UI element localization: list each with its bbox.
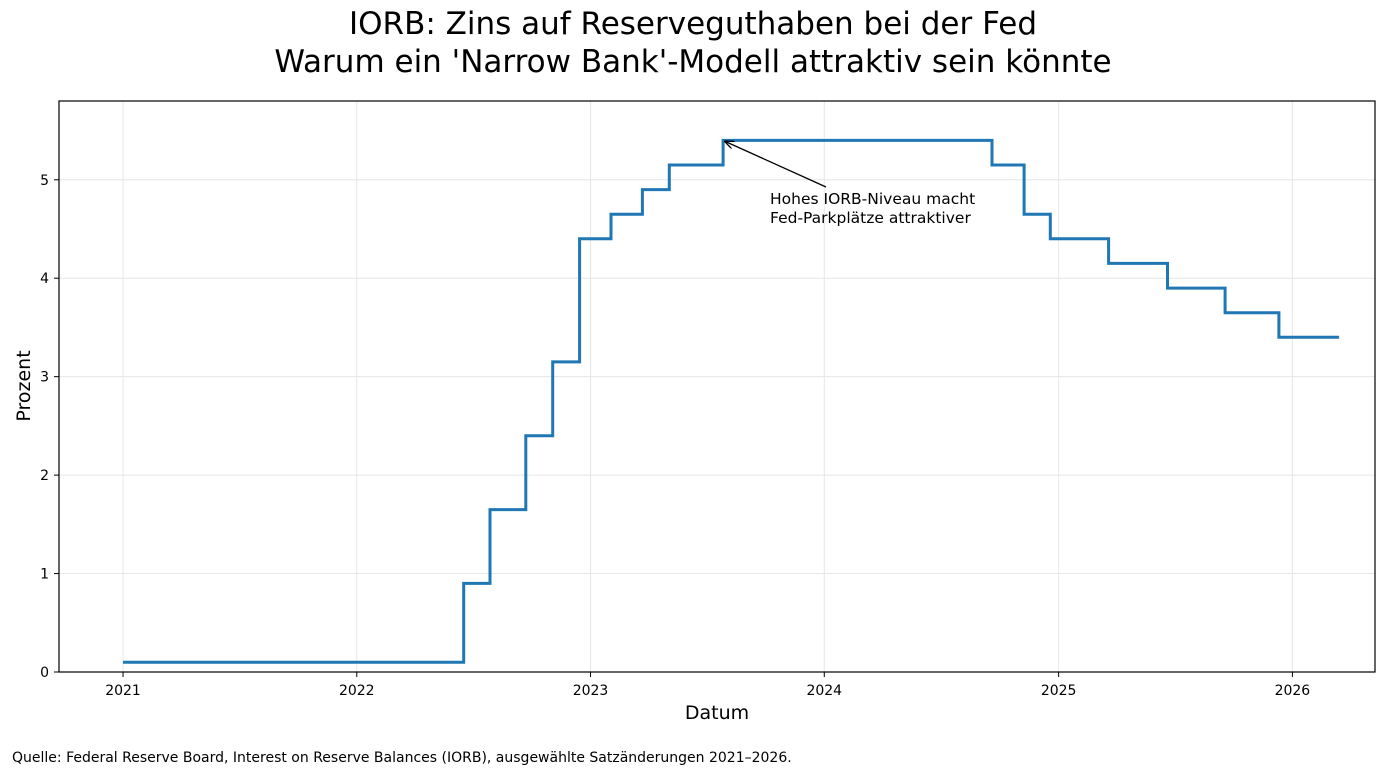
x-tick-label: 2026 bbox=[1275, 683, 1311, 699]
y-axis-label: Prozent bbox=[13, 350, 35, 421]
annotation-line: Fed-Parkplätze attraktiver bbox=[770, 209, 971, 227]
x-tick-label: 2025 bbox=[1041, 683, 1077, 699]
axis-ticks: 2021 2022 2023 2024 2025 2026 0 1 2 3 4 5 bbox=[40, 173, 1310, 699]
y-tick-label: 2 bbox=[40, 468, 49, 484]
x-tick-label: 2021 bbox=[105, 683, 141, 699]
source-note: Quelle: Federal Reserve Board, Interest … bbox=[12, 750, 792, 766]
chart-subtitle: Warum ein 'Narrow Bank'-Modell attraktiv… bbox=[274, 44, 1112, 80]
y-tick-label: 3 bbox=[40, 370, 49, 386]
x-tick-label: 2023 bbox=[573, 683, 609, 699]
y-tick-label: 4 bbox=[40, 271, 49, 287]
y-tick-label: 1 bbox=[40, 567, 49, 583]
iorb-rate-series-line bbox=[123, 138, 1340, 664]
x-axis-label: Datum bbox=[685, 702, 749, 724]
grid bbox=[59, 101, 1375, 673]
y-tick-label: 0 bbox=[40, 665, 49, 681]
chart-title: IORB: Zins auf Reserveguthaben bei der F… bbox=[349, 6, 1037, 42]
iorb-step-chart: 2021 2022 2023 2024 2025 2026 0 1 2 3 4 5 Hohes IOR… bbox=[13, 100, 1376, 724]
plot-frame bbox=[58, 100, 1376, 673]
annotation-line: Hohes IORB-Niveau macht bbox=[770, 190, 975, 208]
annotation-text: Hohes IORB-Niveau macht Fed-Parkplätze at… bbox=[770, 190, 975, 227]
x-tick-label: 2024 bbox=[806, 683, 842, 699]
x-tick-label: 2022 bbox=[339, 683, 375, 699]
annotation-arrow bbox=[725, 141, 827, 188]
y-tick-label: 5 bbox=[40, 173, 49, 189]
